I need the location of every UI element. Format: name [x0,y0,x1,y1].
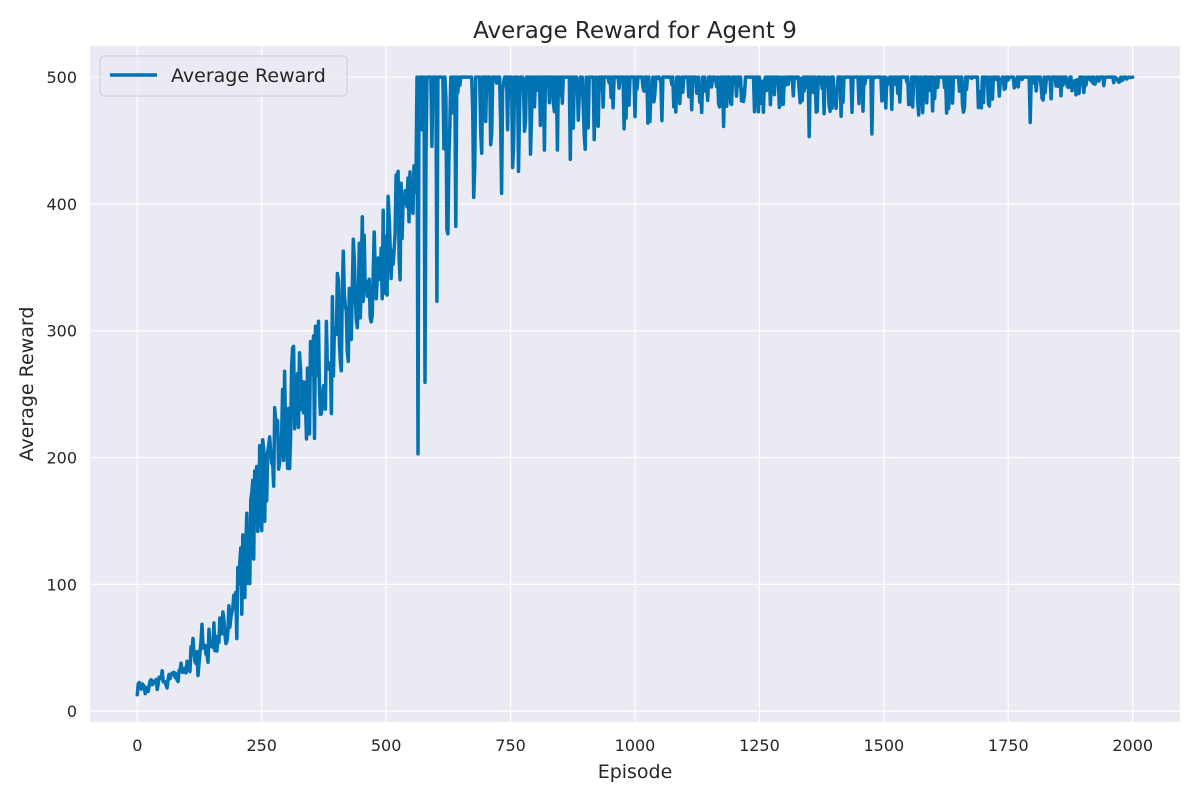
legend-label: Average Reward [171,65,326,87]
legend: Average Reward [99,55,348,97]
x-tick-label: 750 [495,736,526,755]
chart-title: Average Reward for Agent 9 [473,18,797,44]
x-tick-label: 250 [246,736,277,755]
x-tick-label: 1000 [615,736,656,755]
y-tick-label: 200 [46,449,77,468]
x-tick-label: 1750 [988,736,1029,755]
x-axis-label: Episode [598,761,673,783]
y-tick-label: 400 [46,195,77,214]
x-tick-label: 2000 [1112,736,1153,755]
y-axis-label: Average Reward [16,307,38,462]
y-tick-label: 300 [46,322,77,341]
series-line-average-reward [135,75,1135,697]
tick-labels: 0 250 500 750 1000 1250 1500 1750 2000 0 100 200 300… [46,68,1153,755]
x-tick-label: 0 [132,736,142,755]
y-tick-label: 100 [46,575,77,594]
x-tick-label: 1250 [739,736,780,755]
x-tick-label: 1500 [863,736,904,755]
series-layer [135,75,1135,697]
y-tick-label: 0 [67,702,77,721]
y-tick-label: 500 [46,68,77,87]
legend-box [99,55,348,97]
x-tick-label: 500 [371,736,402,755]
